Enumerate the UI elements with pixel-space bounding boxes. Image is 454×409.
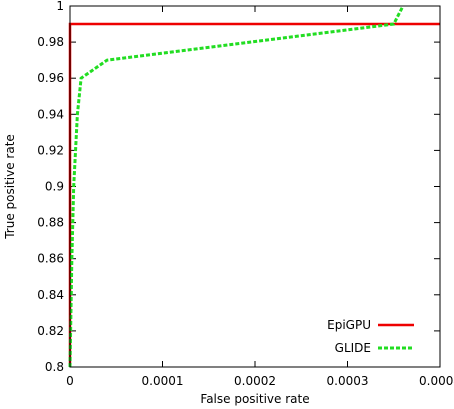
y-tick-label: 1 (56, 0, 64, 13)
y-tick-label: 0.98 (37, 35, 64, 49)
x-tick-label: 0.0002 (234, 374, 276, 388)
x-tick-label: 0 (66, 374, 74, 388)
y-tick-label: 0.94 (37, 107, 64, 121)
series-lines (68, 5, 440, 368)
y-tick-label: 0.86 (37, 252, 64, 266)
y-axis-label: True positive rate (3, 134, 17, 240)
legend: EpiGPU GLIDE (327, 318, 414, 355)
series-line-glide (68, 5, 405, 368)
legend-label-epigpu: EpiGPU (327, 318, 371, 332)
y-tick-label: 0.82 (37, 324, 64, 338)
y-tick-label: 0.9 (45, 180, 64, 194)
y-tick-label: 0.96 (37, 71, 64, 85)
y-tick-label: 0.88 (37, 216, 64, 230)
plot-frame (69, 5, 441, 368)
x-tick-label: 0.0004 (419, 374, 454, 388)
x-axis-label: False positive rate (200, 392, 309, 406)
y-tick-labels: 0.8 0.82 0.84 0.86 0.88 0.9 0.92 0.94 0.96 0.98 1 (37, 0, 64, 374)
x-tick-label: 0.0001 (142, 374, 184, 388)
series-line-epigpu (68, 22, 440, 367)
y-tick-label: 0.8 (45, 360, 64, 374)
y-tick-label: 0.92 (37, 143, 64, 157)
y-tick-label: 0.84 (37, 288, 64, 302)
tick-marks (69, 5, 441, 368)
x-tick-label: 0.0003 (327, 374, 369, 388)
legend-label-glide: GLIDE (335, 341, 371, 355)
x-tick-labels: 0 0.0001 0.0002 0.0003 0.0004 (66, 374, 454, 388)
